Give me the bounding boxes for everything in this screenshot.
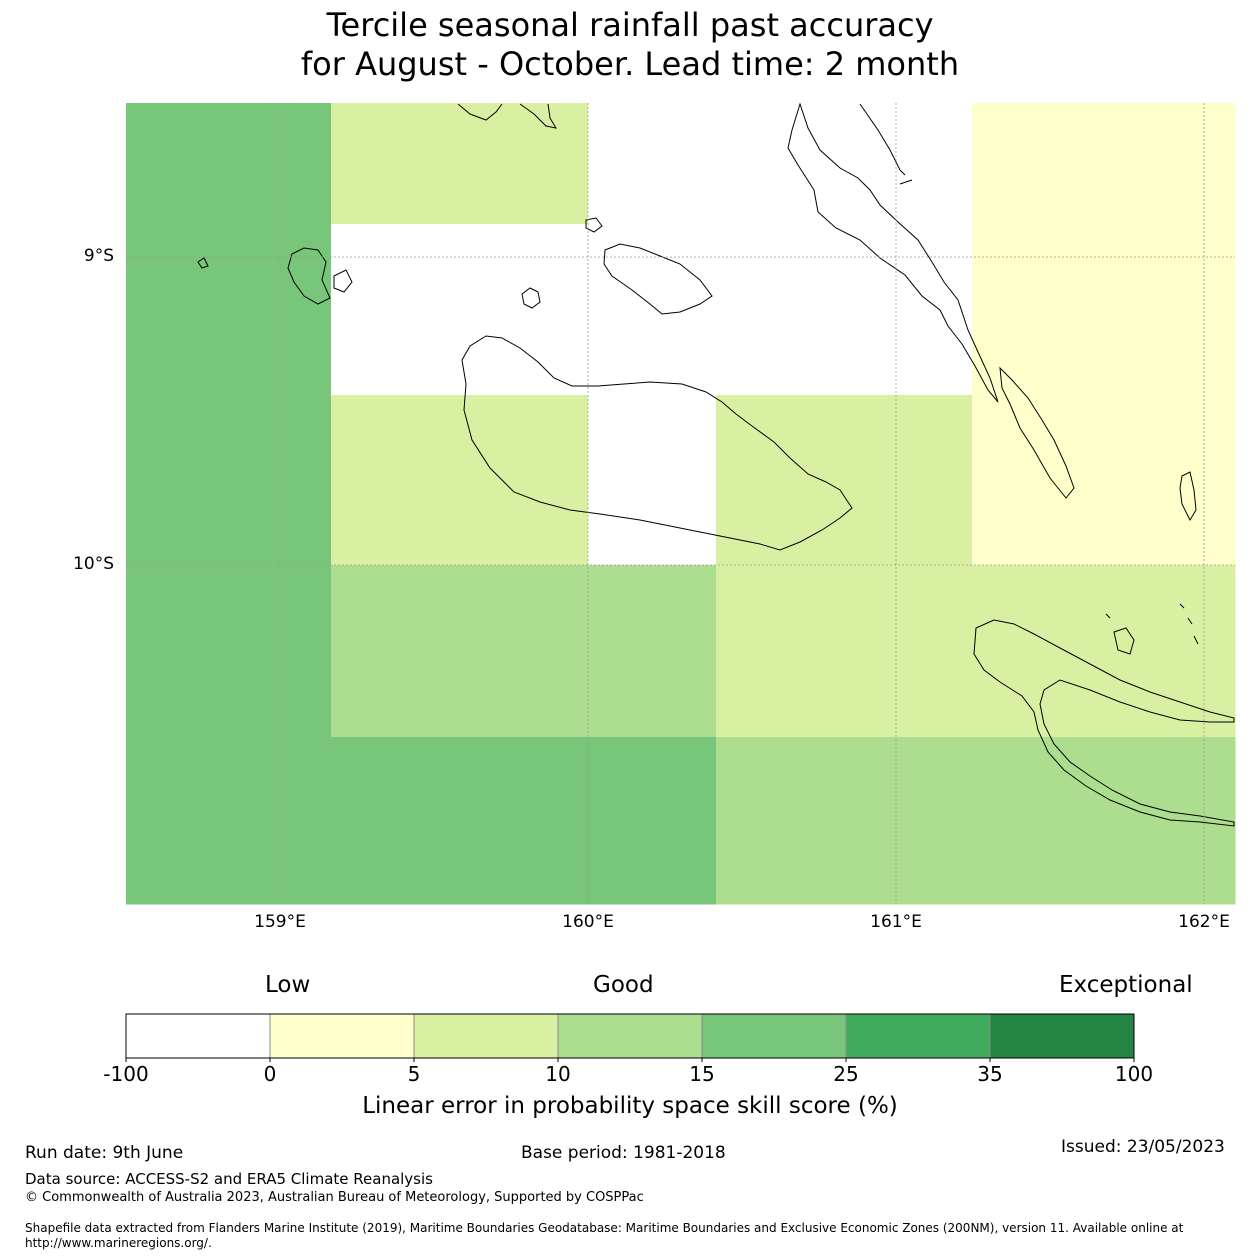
coastline-malaita [999,366,1075,499]
grid-cell [331,395,460,566]
lat-label-9s: 9°S [83,246,114,266]
coastline-santa-isabel [787,102,999,403]
coastline-russell-islands [287,247,331,305]
grid-cell [972,737,1102,905]
grid-cell [1101,224,1236,396]
colorbar-tick-label: 0 [263,1062,277,1086]
grid-cell [588,737,717,905]
grid-cell [126,103,332,225]
grid-cell [126,565,332,738]
grid-cell [716,224,845,396]
colorbar-tick-label: 35 [977,1062,1003,1086]
colorbar-title: Linear error in probability space skill … [362,1093,898,1119]
colorbar-segment [845,1013,991,1059]
lat-label-10s: 10°S [73,554,114,574]
grid-cell [588,565,717,738]
grid-cell [126,737,332,905]
grid-cell [588,395,717,566]
grid-cell [716,103,845,225]
lon-label-162e: 162°E [1178,912,1230,932]
colorbar-tick-label: 15 [689,1062,715,1086]
data-source: Data source: ACCESS-S2 and ERA5 Climate … [25,1170,433,1188]
coastline-florida-islands [603,243,713,315]
base-period: Base period: 1981-2018 [521,1143,726,1163]
coastline-savo [521,287,541,309]
coastline-small-islet [585,217,603,233]
coastline-ulawa [1179,471,1197,522]
grid-cell [459,565,589,738]
issued-date: Issued: 23/05/2023 [1061,1137,1225,1157]
coastline-russell-small [333,269,353,293]
copyright: © Commonwealth of Australia 2023, Austra… [25,1190,644,1205]
shapefile-credit-line2: http://www.marineregions.org/. [25,1236,212,1250]
grid-cell [126,224,332,396]
colorbar-exceptional-label: Exceptional [1059,972,1193,998]
grid-cell [844,737,973,905]
colorbar-segment [269,1013,415,1059]
colorbar-tick-label: -100 [103,1062,149,1086]
chart-title-line2: for August - October. Lead time: 2 month [300,45,960,83]
run-date: Run date: 9th June [25,1143,184,1163]
grid-cell [459,395,589,566]
grid-cell [331,103,460,225]
grid-cell [588,224,717,396]
grid-cell [1101,565,1236,738]
lon-label-159e: 159°E [254,912,306,932]
grid-cell [844,224,973,396]
coastline-north-islets [457,103,558,129]
grid-cell [972,103,1102,225]
grid-cell [972,565,1102,738]
grid-cell [1101,395,1236,566]
grid-cell [716,395,845,566]
grid-cell [588,103,717,225]
grid-cell [972,224,1102,396]
grid-cell [331,565,460,738]
colorbar-tick-label: 25 [833,1062,859,1086]
grid-cell [331,737,460,905]
colorbar-good-label: Good [593,972,654,998]
coastline-west-islet [197,257,209,269]
colorbar [125,1013,1135,1062]
grid-cell [972,395,1102,566]
coastline-santa-isabel-east [859,103,913,185]
colorbar-tick-label: 10 [545,1062,571,1086]
lon-label-160e: 160°E [562,912,614,932]
shapefile-credit-line1: Shapefile data extracted from Flanders M… [25,1221,1184,1235]
lon-label-161e: 161°E [870,912,922,932]
grid-cell [459,103,589,225]
grid-cell [331,224,460,396]
colorbar-segment [701,1013,847,1059]
grid-cell [844,103,973,225]
grid-cell [459,737,589,905]
colorbar-segment [125,1013,271,1059]
chart-title-line1: Tercile seasonal rainfall past accuracy [326,6,934,44]
colorbar-tick-label: 100 [1114,1062,1154,1086]
grid-cell [716,737,845,905]
grid-cell [459,224,589,396]
grid-cell [716,565,845,738]
coastline-guadalcanal [461,335,853,551]
coastline-makira [973,619,1235,827]
colorbar-tick-label: 5 [407,1062,421,1086]
grid-cell [1101,737,1236,905]
skill-grid-cells [126,103,1236,905]
colorbar-border [125,1013,1135,1059]
colorbar-segment [413,1013,559,1059]
grid-cell [126,395,332,566]
skill-map [126,102,1236,905]
coastline-makira-islet [1113,627,1135,655]
grid-cell [1101,103,1236,225]
colorbar-segment [557,1013,703,1059]
grid-cell [844,565,973,738]
grid-cell [844,395,973,566]
colorbar-segment [989,1013,1135,1059]
coastline-tiny-islets [1105,603,1199,645]
colorbar-low-label: Low [265,972,311,998]
map-gridlines [126,103,1235,904]
